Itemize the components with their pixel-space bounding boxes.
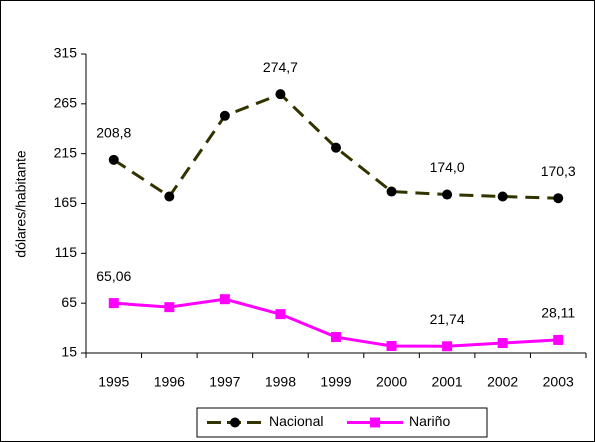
data-point	[219, 110, 230, 121]
data-label: 174,0	[430, 159, 465, 175]
data-point	[331, 332, 341, 343]
x-tick-label: 2003	[543, 374, 574, 390]
data-point	[442, 189, 453, 200]
data-point	[219, 294, 230, 305]
data-point	[442, 341, 453, 352]
data-point	[164, 302, 175, 313]
data-point	[108, 154, 119, 165]
legend-marker	[370, 417, 380, 428]
x-tick-label: 1999	[320, 374, 351, 390]
x-tick-label: 1998	[265, 374, 296, 390]
x-tick-label: 2000	[376, 374, 407, 390]
data-label: 170,3	[541, 163, 576, 179]
x-tick-label: 2002	[487, 374, 518, 390]
legend-label: Nacional	[269, 413, 323, 429]
data-point	[497, 338, 508, 349]
legend-box	[196, 407, 488, 438]
data-label: 274,7	[263, 59, 298, 75]
data-label: 208,8	[96, 125, 131, 141]
legend-marker	[230, 417, 240, 428]
data-point	[275, 309, 286, 320]
data-point	[553, 334, 564, 345]
data-point	[386, 341, 397, 352]
y-tick-label: 15	[61, 344, 77, 360]
data-point	[553, 193, 564, 204]
y-tick-label: 165	[54, 194, 78, 210]
x-tick-label: 1995	[98, 374, 129, 390]
x-tick-label: 1996	[154, 374, 185, 390]
data-label: 28,11	[541, 305, 575, 321]
y-tick-label: 115	[55, 244, 78, 260]
data-point	[386, 186, 397, 197]
data-point	[331, 142, 341, 153]
data-point	[275, 89, 286, 100]
data-label: 21,74	[430, 311, 465, 327]
data-point	[164, 191, 175, 202]
y-tick-label: 315	[54, 45, 78, 61]
y-tick-label: 265	[54, 95, 78, 111]
x-tick-label: 1997	[209, 374, 240, 390]
data-label: 65,06	[96, 268, 131, 284]
legend-label: Nariño	[409, 413, 450, 429]
x-tick-label: 2001	[432, 374, 463, 390]
data-point	[108, 298, 119, 309]
y-axis-label: dólares/habitante	[13, 150, 29, 258]
data-point	[497, 191, 508, 202]
y-tick-label: 215	[54, 144, 78, 160]
series-line	[112, 92, 559, 200]
y-tick-label: 65	[61, 294, 77, 310]
